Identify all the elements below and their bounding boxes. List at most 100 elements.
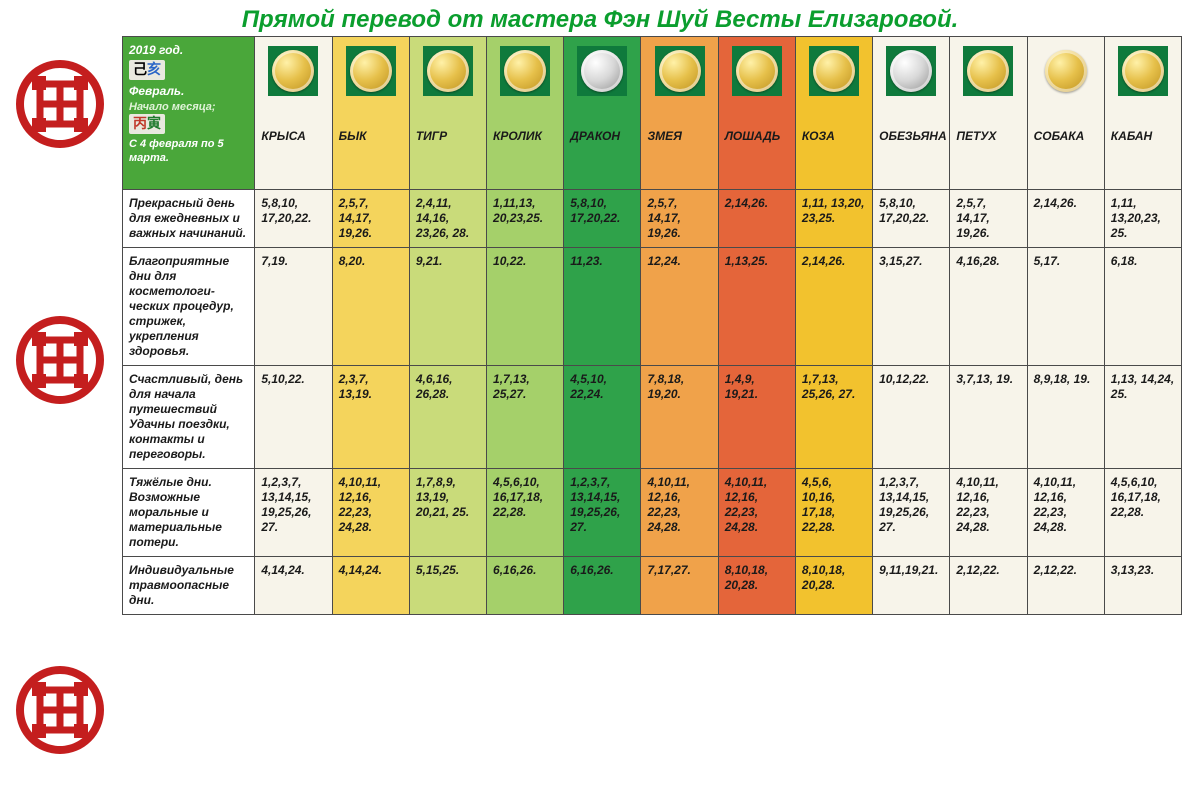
data-cell: 1,13,25. xyxy=(718,248,795,366)
data-cell: 9,21. xyxy=(409,248,486,366)
data-cell: 5,17. xyxy=(1027,248,1104,366)
zodiac-header: ОБЕЗЬЯНА xyxy=(873,37,950,190)
calendar-table-wrap: 2019 год. 己亥 Февраль. Начало месяца; 丙寅 … xyxy=(122,36,1182,615)
coin-icon xyxy=(578,47,626,95)
row-label: Счастливый, день для начала путешествий … xyxy=(123,366,255,469)
coin-icon xyxy=(656,47,704,95)
coin-icon xyxy=(1119,47,1167,95)
page-title: Прямой перевод от мастера Фэн Шуй Весты … xyxy=(0,6,1200,34)
info-month: Февраль. xyxy=(129,84,248,99)
data-cell: 3,7,13, 19. xyxy=(950,366,1027,469)
zodiac-name: КРОЛИК xyxy=(493,129,557,144)
calendar-table: 2019 год. 己亥 Февраль. Начало месяца; 丙寅 … xyxy=(122,36,1182,615)
data-cell: 4,10,11, 12,16, 22,23, 24,28. xyxy=(1027,469,1104,557)
data-cell: 8,20. xyxy=(332,248,409,366)
zodiac-header: КОЗА xyxy=(795,37,872,190)
data-cell: 8,9,18, 19. xyxy=(1027,366,1104,469)
data-cell: 2,12,22. xyxy=(950,557,1027,615)
data-cell: 8,10,18, 20,28. xyxy=(718,557,795,615)
data-cell: 4,10,11, 12,16, 22,23, 24,28. xyxy=(641,469,718,557)
table-body: 2019 год. 己亥 Февраль. Начало месяца; 丙寅 … xyxy=(123,37,1182,615)
coin-icon xyxy=(1042,47,1090,95)
coin-icon xyxy=(964,47,1012,95)
zodiac-name: ТИГР xyxy=(416,129,480,144)
info-cell: 2019 год. 己亥 Февраль. Начало месяца; 丙寅 … xyxy=(123,37,255,190)
data-cell: 10,22. xyxy=(487,248,564,366)
data-cell: 3,15,27. xyxy=(873,248,950,366)
data-cell: 1,4,9, 19,21. xyxy=(718,366,795,469)
zodiac-name: КОЗА xyxy=(802,129,866,144)
zodiac-header: ПЕТУХ xyxy=(950,37,1027,190)
data-cell: 1,2,3,7, 13,14,15, 19,25,26, 27. xyxy=(564,469,641,557)
coin-icon xyxy=(269,47,317,95)
data-cell: 5,8,10, 17,20,22. xyxy=(873,190,950,248)
zodiac-name: ЗМЕЯ xyxy=(647,129,711,144)
data-cell: 5,15,25. xyxy=(409,557,486,615)
data-cell: 1,2,3,7, 13,14,15, 19,25,26, 27. xyxy=(873,469,950,557)
row-label: Тяжёлые дни. Возможные моральные и матер… xyxy=(123,469,255,557)
data-cell: 1,2,3,7, 13,14,15, 19,25,26, 27. xyxy=(255,469,332,557)
coin-icon xyxy=(347,47,395,95)
data-cell: 9,11,19,21. xyxy=(873,557,950,615)
data-cell: 1,7,8,9, 13,19, 20,21, 25. xyxy=(409,469,486,557)
zodiac-header: БЫК xyxy=(332,37,409,190)
zodiac-header: СОБАКА xyxy=(1027,37,1104,190)
brand-logo xyxy=(10,310,110,410)
data-cell: 1,7,13, 25,27. xyxy=(487,366,564,469)
data-cell: 11,23. xyxy=(564,248,641,366)
row-label: Благоприятные дни для косметологи-ческих… xyxy=(123,248,255,366)
data-cell: 2,12,22. xyxy=(1027,557,1104,615)
data-cell: 1,11,13, 20,23,25. xyxy=(487,190,564,248)
data-cell: 2,14,26. xyxy=(795,248,872,366)
data-cell: 4,10,11, 12,16, 22,23, 24,28. xyxy=(332,469,409,557)
coin-icon xyxy=(887,47,935,95)
chinese-year: 己亥 xyxy=(129,60,165,80)
zodiac-name: БЫК xyxy=(339,129,403,144)
data-cell: 1,11, 13,20,23, 25. xyxy=(1104,190,1181,248)
zodiac-name: СОБАКА xyxy=(1034,129,1098,144)
data-cell: 10,12,22. xyxy=(873,366,950,469)
zodiac-header: ТИГР xyxy=(409,37,486,190)
zodiac-header: КАБАН xyxy=(1104,37,1181,190)
data-cell: 3,13,23. xyxy=(1104,557,1181,615)
zodiac-name: ДРАКОН xyxy=(570,129,634,144)
data-cell: 8,10,18, 20,28. xyxy=(795,557,872,615)
data-cell: 6,16,26. xyxy=(564,557,641,615)
data-cell: 7,19. xyxy=(255,248,332,366)
data-cell: 4,5,6,10, 16,17,18, 22,28. xyxy=(487,469,564,557)
data-cell: 6,18. xyxy=(1104,248,1181,366)
data-cell: 1,11, 13,20, 23,25. xyxy=(795,190,872,248)
data-cell: 4,10,11, 12,16, 22,23, 24,28. xyxy=(950,469,1027,557)
row-label: Индивидуальные травмоопасные дни. xyxy=(123,557,255,615)
zodiac-name: КАБАН xyxy=(1111,129,1175,144)
data-cell: 2,4,11, 14,16, 23,26, 28. xyxy=(409,190,486,248)
info-month-start: Начало месяца; xyxy=(129,101,248,115)
data-cell: 4,5,6, 10,16, 17,18, 22,28. xyxy=(795,469,872,557)
data-cell: 4,6,16, 26,28. xyxy=(409,366,486,469)
zodiac-name: КРЫСА xyxy=(261,129,325,144)
brand-logo xyxy=(10,660,110,760)
zodiac-header: ЗМЕЯ xyxy=(641,37,718,190)
data-cell: 1,7,13, 25,26, 27. xyxy=(795,366,872,469)
data-cell: 7,17,27. xyxy=(641,557,718,615)
data-cell: 5,8,10, 17,20,22. xyxy=(564,190,641,248)
data-cell: 2,5,7, 14,17, 19,26. xyxy=(950,190,1027,248)
data-cell: 4,16,28. xyxy=(950,248,1027,366)
page: Прямой перевод от мастера Фэн Шуй Весты … xyxy=(0,0,1200,806)
zodiac-name: ПЕТУХ xyxy=(956,129,1020,144)
data-cell: 4,14,24. xyxy=(255,557,332,615)
data-cell: 2,3,7, 13,19. xyxy=(332,366,409,469)
data-cell: 2,5,7, 14,17, 19,26. xyxy=(332,190,409,248)
data-cell: 7,8,18, 19,20. xyxy=(641,366,718,469)
data-cell: 2,14,26. xyxy=(1027,190,1104,248)
data-cell: 5,10,22. xyxy=(255,366,332,469)
data-cell: 5,8,10, 17,20,22. xyxy=(255,190,332,248)
zodiac-header: КРЫСА xyxy=(255,37,332,190)
chinese-month: 丙寅 xyxy=(129,114,165,134)
data-cell: 6,16,26. xyxy=(487,557,564,615)
data-cell: 1,13, 14,24, 25. xyxy=(1104,366,1181,469)
data-cell: 4,5,10, 22,24. xyxy=(564,366,641,469)
data-cell: 4,5,6,10, 16,17,18, 22,28. xyxy=(1104,469,1181,557)
data-cell: 4,14,24. xyxy=(332,557,409,615)
data-cell: 4,10,11, 12,16, 22,23, 24,28. xyxy=(718,469,795,557)
